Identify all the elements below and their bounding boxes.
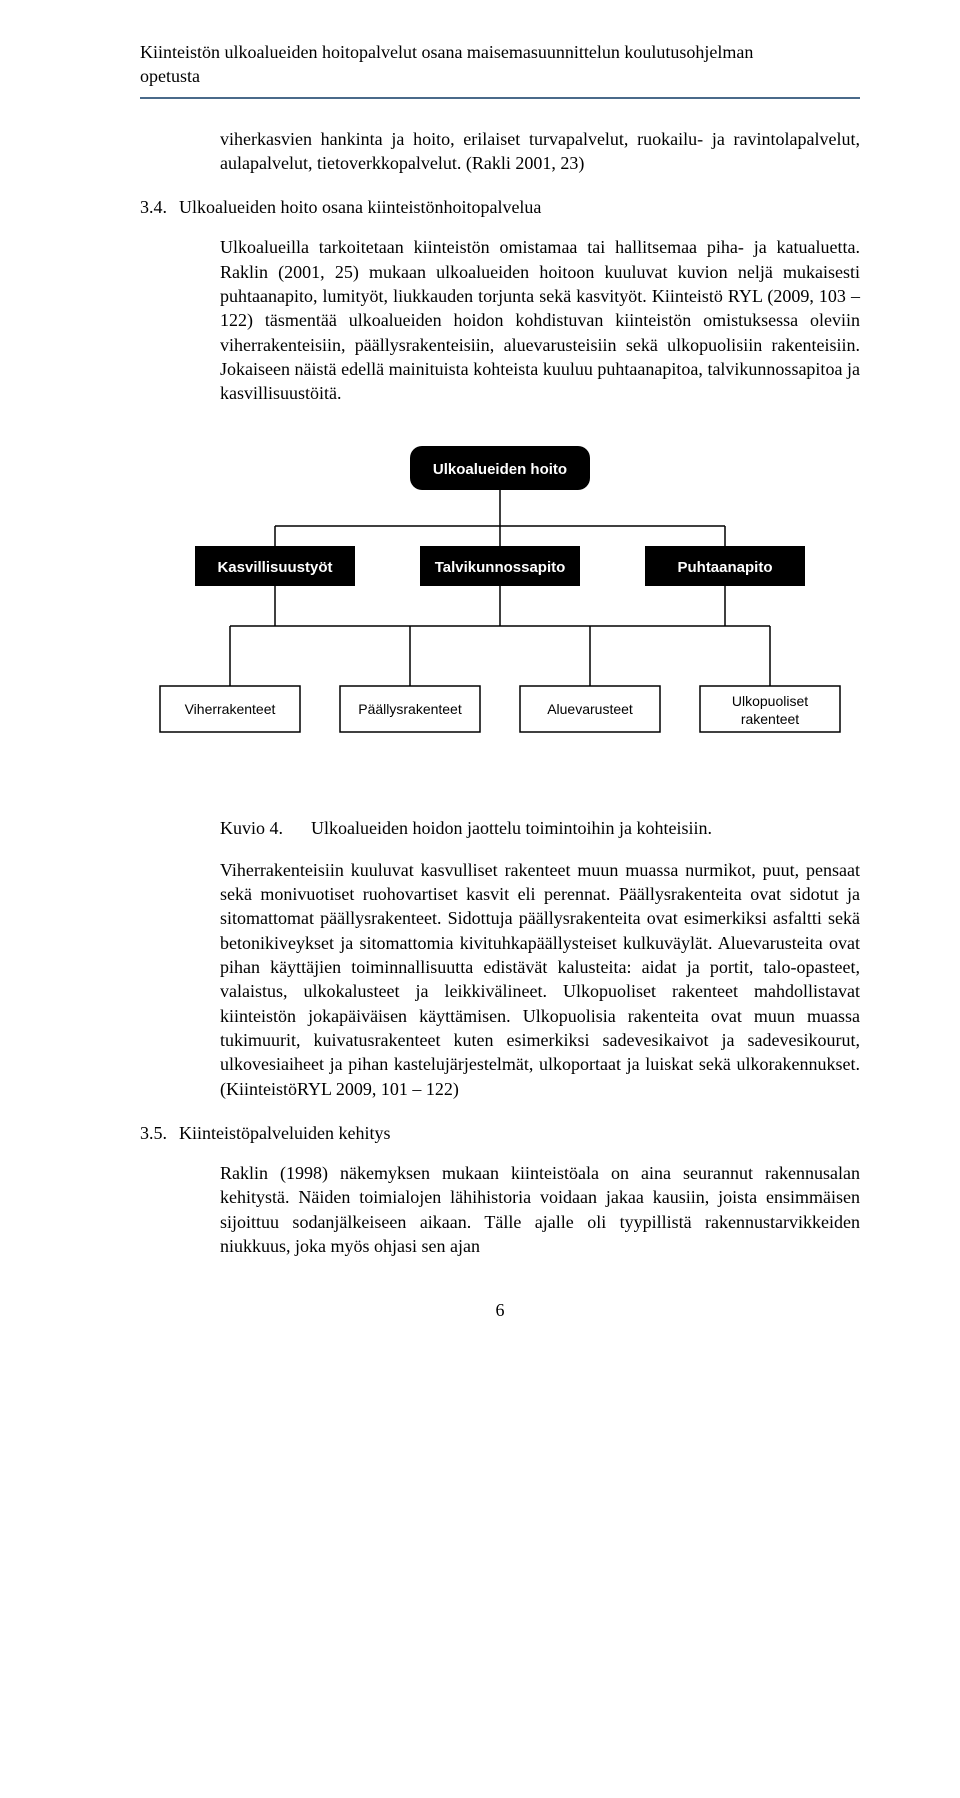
caption-label: Kuvio 4. [220, 816, 283, 840]
hierarchy-diagram: Ulkoalueiden hoito Kasvillisuustyöt Talv… [140, 436, 860, 776]
leaf-node-label: Aluevarusteet [547, 701, 633, 717]
section-title: Kiinteistöpalveluiden kehitys [179, 1121, 860, 1145]
header-line-1: Kiinteistön ulkoalueiden hoitopalvelut o… [140, 40, 860, 64]
section-title: Ulkoalueiden hoito osana kiinteistönhoit… [179, 195, 860, 219]
header-line-2: opetusta [140, 64, 860, 88]
mid-node-label: Talvikunnossapito [435, 559, 566, 576]
section-3-4-heading: 3.4. Ulkoalueiden hoito osana kiinteistö… [140, 195, 860, 219]
mid-node-label: Puhtaanapito [677, 559, 772, 576]
intro-tail-paragraph: viherkasvien hankinta ja hoito, erilaise… [220, 127, 860, 176]
figure-caption: Kuvio 4. Ulkoalueiden hoidon jaottelu to… [220, 816, 860, 840]
page-header: Kiinteistön ulkoalueiden hoitopalvelut o… [140, 40, 860, 93]
header-rule [140, 97, 860, 99]
section-3-5-paragraph-1: Raklin (1998) näkemyksen mukaan kiinteis… [220, 1161, 860, 1258]
caption-text: Ulkoalueiden hoidon jaottelu toimintoihi… [311, 816, 712, 840]
leaf-node-label-line2: rakenteet [741, 711, 799, 727]
section-number: 3.4. [140, 195, 167, 219]
section-number: 3.5. [140, 1121, 167, 1145]
root-node-label: Ulkoalueiden hoito [433, 461, 567, 478]
page-number: 6 [140, 1298, 860, 1322]
section-3-5-heading: 3.5. Kiinteistöpalveluiden kehitys [140, 1121, 860, 1145]
leaf-node-label-line1: Ulkopuoliset [732, 693, 808, 709]
paragraph-after-caption: Viherrakenteisiin kuuluvat kasvulliset r… [220, 858, 860, 1101]
mid-node-label: Kasvillisuustyöt [217, 559, 332, 576]
section-3-4-paragraph-1: Ulkoalueilla tarkoitetaan kiinteistön om… [220, 235, 860, 405]
leaf-node-label: Viherrakenteet [185, 701, 276, 717]
leaf-node-label: Päällysrakenteet [358, 701, 462, 717]
